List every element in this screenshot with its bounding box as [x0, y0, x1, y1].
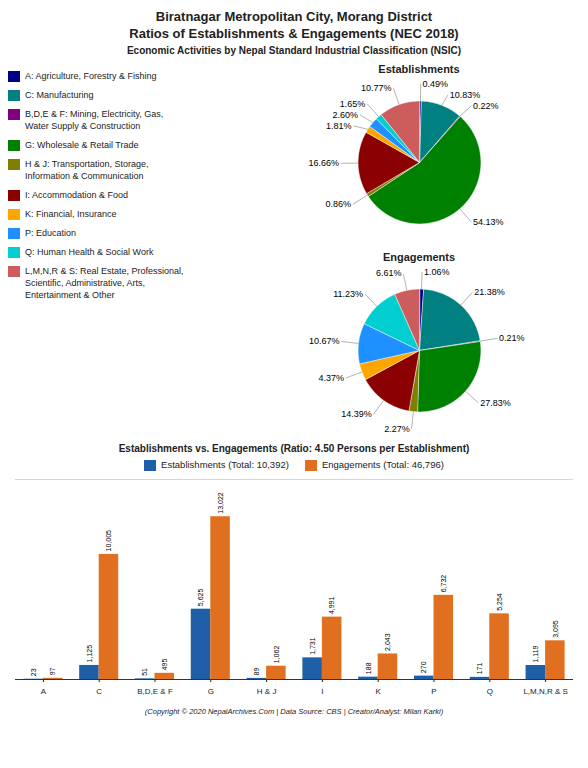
svg-text:2.60%: 2.60% [332, 110, 358, 120]
svg-text:0.86%: 0.86% [326, 199, 352, 209]
svg-text:1.65%: 1.65% [340, 99, 366, 109]
svg-text:51: 51 [141, 668, 148, 676]
svg-text:97: 97 [49, 667, 56, 675]
svg-text:2,043: 2,043 [384, 633, 391, 651]
html-text:G: Wholesale & Retail Trade: G: Wholesale & Retail Trade [25, 140, 139, 150]
svg-text:1,125: 1,125 [86, 645, 93, 663]
svg-text:11.23%: 11.23% [333, 289, 363, 299]
html-text:Economic Activities by Nepal S: Economic Activities by Nepal Standard In… [126, 45, 462, 56]
svg-text:171: 171 [476, 663, 483, 675]
svg-text:I: I [321, 687, 323, 696]
svg-text:27.83%: 27.83% [480, 398, 511, 408]
svg-text:0.22%: 0.22% [473, 101, 499, 111]
svg-text:4,991: 4,991 [328, 596, 335, 614]
html-text:(Copyright © 2020 NepalArchive: (Copyright © 2020 NepalArchives.Com | Da… [144, 707, 444, 716]
svg-text:5,625: 5,625 [197, 589, 204, 607]
html-text:Biratnagar Metropolitan City,: Biratnagar Metropolitan City, Morang Dis… [155, 9, 433, 24]
svg-text:0.49%: 0.49% [423, 79, 449, 89]
svg-text:1,119: 1,119 [532, 645, 539, 662]
html-text:B,D,E & F: Mining, Electricity: B,D,E & F: Mining, Electricity, Gas, Wat… [25, 109, 164, 131]
html-text:C: Manufacturing: C: Manufacturing [25, 90, 94, 100]
svg-text:5,254: 5,254 [496, 593, 503, 611]
svg-text:P: P [431, 687, 436, 696]
svg-text:21.38%: 21.38% [474, 287, 505, 297]
svg-text:16.66%: 16.66% [309, 158, 340, 168]
svg-text:6,732: 6,732 [440, 575, 447, 593]
svg-text:10.77%: 10.77% [361, 83, 392, 93]
svg-text:13,022: 13,022 [217, 492, 224, 514]
html-text:K: Financial, Insurance: K: Financial, Insurance [25, 209, 117, 219]
svg-text:0.21%: 0.21% [499, 333, 525, 343]
html-text:Establishments vs. Engagements: Establishments vs. Engagements (Ratio: 4… [118, 443, 470, 454]
svg-text:10.83%: 10.83% [450, 90, 481, 100]
svg-text:H & J: H & J [257, 687, 277, 696]
svg-text:6.61%: 6.61% [376, 268, 402, 278]
svg-text:4.37%: 4.37% [318, 373, 344, 383]
svg-text:2.27%: 2.27% [384, 424, 410, 434]
svg-text:270: 270 [420, 661, 427, 673]
svg-text:495: 495 [161, 659, 168, 671]
svg-text:89: 89 [253, 667, 260, 675]
html-text:Engagements: Engagements [382, 251, 456, 263]
svg-text:A: A [41, 687, 47, 696]
html-text:Establishments: Establishments [378, 63, 460, 75]
svg-text:C: C [96, 687, 102, 696]
svg-text:1.81%: 1.81% [326, 121, 352, 131]
html-text:L,M,N,R & S: Real Estate, Prof: L,M,N,R & S: Real Estate, Professional, … [25, 266, 184, 300]
svg-text:1,731: 1,731 [309, 637, 316, 655]
html-text:A: Agriculture, Forestry & Fis: A: Agriculture, Forestry & Fishing [25, 71, 157, 81]
svg-text:54.13%: 54.13% [473, 217, 504, 227]
html-text:I: Accommodation & Food: I: Accommodation & Food [25, 190, 129, 200]
html-text:H & J: Transportation, Storage: H & J: Transportation, Storage, Informat… [25, 159, 149, 181]
html-text:Engagements (Total: 46,796): Engagements (Total: 46,796) [321, 459, 444, 470]
svg-text:10.67%: 10.67% [309, 336, 340, 346]
svg-text:G: G [208, 687, 214, 696]
svg-text:1,062: 1,062 [273, 646, 280, 664]
svg-text:14.39%: 14.39% [341, 409, 372, 419]
svg-text:188: 188 [365, 662, 372, 674]
html-text:Q: Human Health & Social Work: Q: Human Health & Social Work [25, 247, 154, 257]
svg-text:Q: Q [487, 687, 493, 696]
svg-text:K: K [376, 687, 382, 696]
svg-text:L,M,N,R & S: L,M,N,R & S [523, 687, 567, 696]
html-text:P: Education: P: Education [25, 228, 76, 238]
svg-text:10,005: 10,005 [105, 530, 112, 552]
html-text:Ratios of Establishments & Eng: Ratios of Establishments & Engagements (… [129, 26, 459, 41]
html-text:Establishments (Total: 10,392): Establishments (Total: 10,392) [161, 459, 289, 470]
svg-text:3,095: 3,095 [552, 620, 559, 638]
svg-text:1.06%: 1.06% [424, 267, 450, 277]
svg-text:B,D,E & F: B,D,E & F [137, 687, 173, 696]
svg-text:23: 23 [30, 668, 37, 676]
